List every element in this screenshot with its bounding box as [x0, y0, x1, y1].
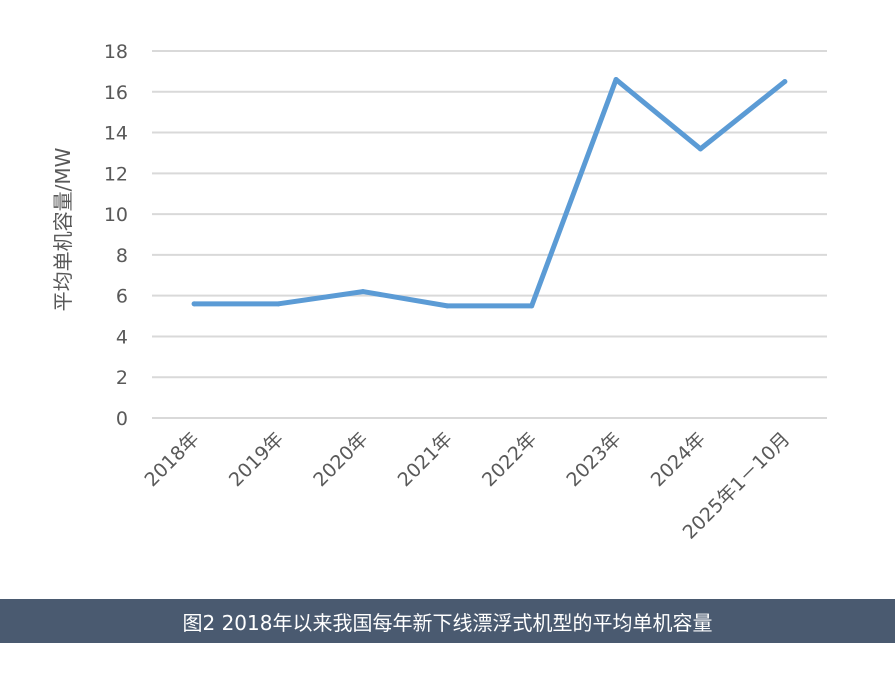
y-axis-title: 平均单机容量/MW — [51, 147, 75, 311]
y-tick-label: 8 — [116, 245, 128, 267]
y-tick-label: 2 — [116, 367, 128, 389]
x-tick-labels: 2018年 2019年 2020年 2021年 2022年 2023年 2024年2025年… — [141, 428, 795, 544]
x-tick-label: 2019年 — [225, 428, 288, 491]
data-point — [444, 303, 450, 309]
y-tick-label: 14 — [104, 123, 128, 145]
chart-area: 0 2 4 6 8 10 12 14 16 18 2018年 2019年 2020年 2021年 2022… — [51, 41, 827, 544]
data-point — [697, 146, 703, 152]
x-tick-label: 2021年 — [394, 428, 457, 491]
figure-caption: 图2 2018年以来我国每年新下线漂浮式机型的平均单机容量 — [0, 599, 895, 643]
x-tick-label: 2020年 — [309, 428, 372, 491]
x-tick-label: 2022年 — [478, 428, 541, 491]
x-tick-label: 2018年 — [141, 428, 204, 491]
series-layer — [191, 77, 788, 309]
y-tick-labels: 0 2 4 6 8 10 12 14 16 18 — [104, 41, 128, 430]
data-point — [191, 301, 197, 307]
y-tick-label: 18 — [104, 41, 128, 63]
line-chart: 0 2 4 6 8 10 12 14 16 18 2018年 2019年 2020年 2021年 2022… — [51, 41, 827, 544]
data-point — [613, 77, 619, 83]
data-point — [276, 301, 282, 307]
x-tick-label: 2024年 — [647, 428, 710, 491]
data-point — [782, 79, 788, 85]
grid-lines — [152, 50, 827, 419]
y-tick-label: 16 — [104, 82, 128, 104]
y-tick-label: 0 — [116, 408, 128, 430]
series-line-0 — [191, 77, 788, 309]
y-tick-label: 6 — [116, 286, 128, 308]
caption-text: 图2 2018年以来我国每年新下线漂浮式机型的平均单机容量 — [182, 610, 713, 635]
x-tick-label: 2023年 — [562, 428, 625, 491]
y-tick-label: 4 — [116, 326, 128, 348]
data-point — [529, 303, 535, 309]
y-tick-label: 10 — [104, 204, 128, 226]
y-tick-label: 12 — [104, 163, 128, 185]
data-point — [360, 289, 366, 295]
